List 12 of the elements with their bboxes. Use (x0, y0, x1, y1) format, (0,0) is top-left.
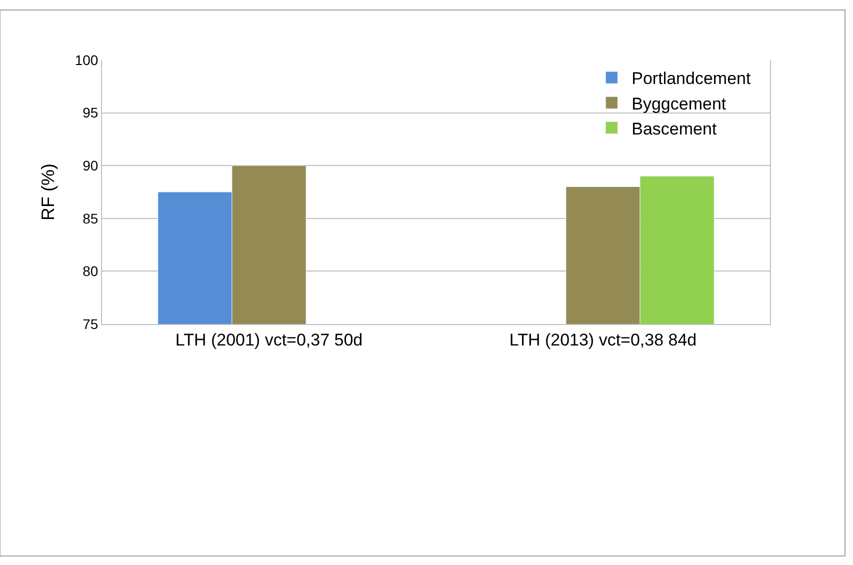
y-tick-label: 90 (82, 158, 98, 174)
y-tick-label: 75 (82, 316, 98, 332)
legend-label: Bascement (632, 119, 717, 138)
legend-label: Portlandcement (632, 69, 751, 88)
y-tick-label: 95 (82, 104, 98, 121)
x-tick-label: LTH (2013) vct=0,38 84d (509, 330, 697, 350)
legend-label: Byggcement (632, 94, 726, 114)
y-tick-label: 85 (82, 210, 98, 226)
x-tick-label: LTH (2001) vct=0,37 50d (175, 330, 363, 350)
y-tick-label: 80 (82, 263, 98, 280)
y-axis-title: RF (%) (38, 164, 58, 220)
y-tick-label: 100 (74, 52, 98, 68)
